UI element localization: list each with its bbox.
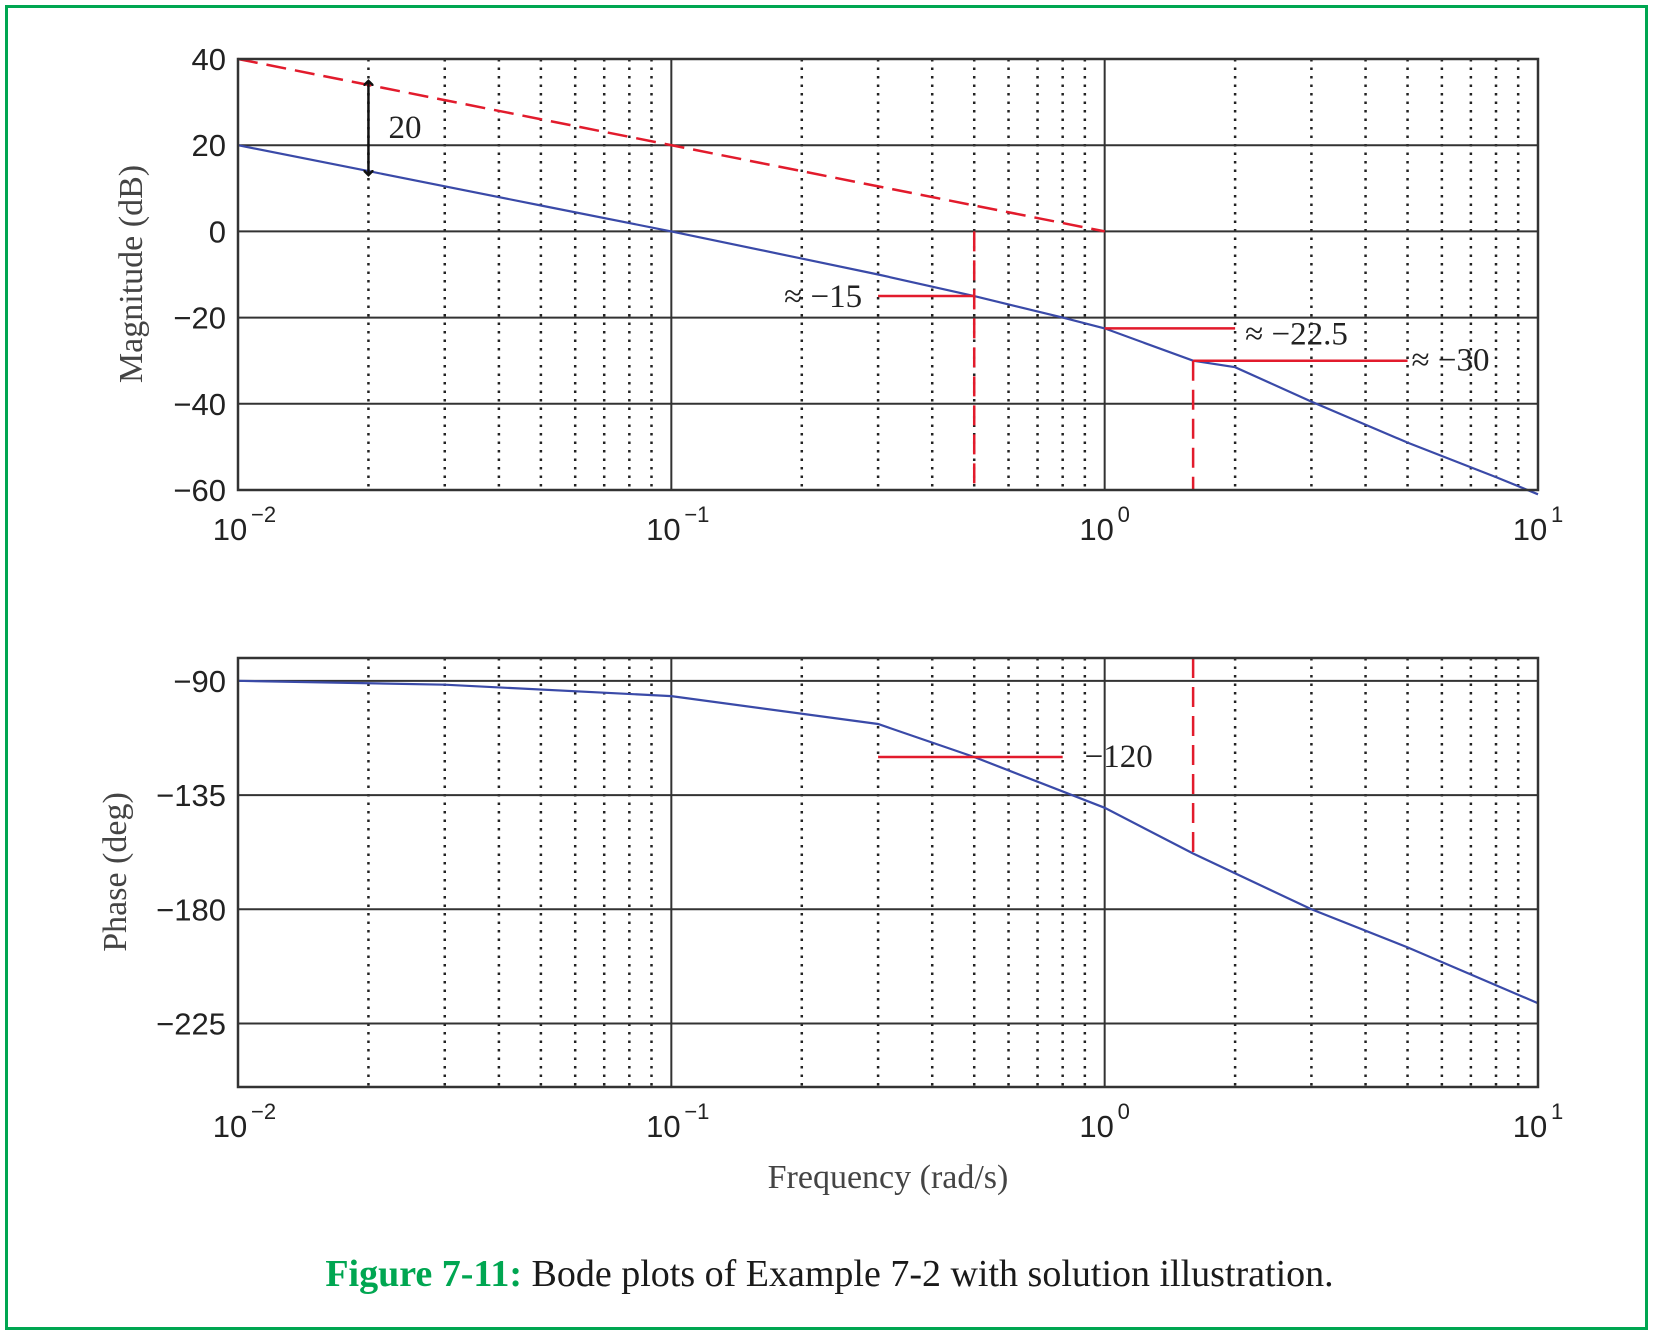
caption-text: Bode plots of Example 7-2 with solution …: [522, 1253, 1334, 1295]
ytick-label: 40: [192, 42, 226, 77]
xtick-label: 10: [213, 512, 247, 547]
figure-caption: Figure 7-11: Bode plots of Example 7-2 w…: [0, 1252, 1659, 1296]
ytick-label: 0: [209, 214, 226, 249]
ytick-label: −90: [173, 664, 226, 699]
xtick-exponent: 1: [1551, 502, 1563, 527]
xtick-exponent: 0: [1118, 502, 1130, 527]
xtick-exponent: −2: [251, 502, 276, 527]
ytick-label: −60: [173, 473, 226, 508]
phase-grid: [237, 658, 1539, 1087]
magnitude-grid: [237, 58, 1539, 491]
ytick-label: −135: [156, 778, 226, 813]
xtick-label: 10: [1513, 1109, 1547, 1144]
phase-axes-box: [236, 656, 1540, 1089]
xtick-label: 10: [1079, 512, 1113, 547]
ytick-label: −20: [173, 301, 226, 336]
caption-label: Figure 7-11:: [325, 1253, 522, 1295]
xtick-exponent: −2: [251, 1099, 276, 1124]
difference-label: 20: [388, 110, 421, 146]
annotation-label: ≈ −30: [1412, 343, 1490, 379]
xtick-exponent: 1: [1551, 1099, 1563, 1124]
xtick-exponent: −1: [684, 502, 709, 527]
ytick-label: 20: [192, 128, 226, 163]
annotation-label: ≈ −15: [784, 279, 862, 315]
phase-xlabel: Frequency (rad/s): [768, 1159, 1009, 1196]
xtick-label: 10: [646, 1109, 680, 1144]
ytick-label: −40: [173, 387, 226, 422]
xtick-label: 10: [646, 512, 680, 547]
magnitude-axes-box: [236, 57, 1540, 492]
magnitude-ylabel: Magnitude (dB): [113, 165, 150, 383]
xtick-label: 10: [213, 1109, 247, 1144]
ytick-label: −180: [156, 892, 226, 927]
xtick-exponent: 0: [1118, 1099, 1130, 1124]
figure-frame: [5, 5, 1648, 1330]
ytick-label: −225: [156, 1007, 226, 1042]
phase-ylabel: Phase (deg): [97, 792, 134, 952]
asymptote-line: [237, 57, 1105, 233]
xtick-label: 10: [1513, 512, 1547, 547]
annotation-label: ≈ −22.5: [1245, 316, 1348, 352]
xtick-exponent: −1: [684, 1099, 709, 1124]
annotation-label: −120: [1085, 739, 1153, 775]
response-curve: [237, 144, 1539, 496]
response-curve: [237, 679, 1539, 1005]
magnitude-marks: 20 ≈ −15 ≈ −22.5 ≈ −30: [237, 57, 1539, 496]
xtick-label: 10: [1079, 1109, 1113, 1144]
phase-marks: −120: [237, 658, 1539, 1005]
